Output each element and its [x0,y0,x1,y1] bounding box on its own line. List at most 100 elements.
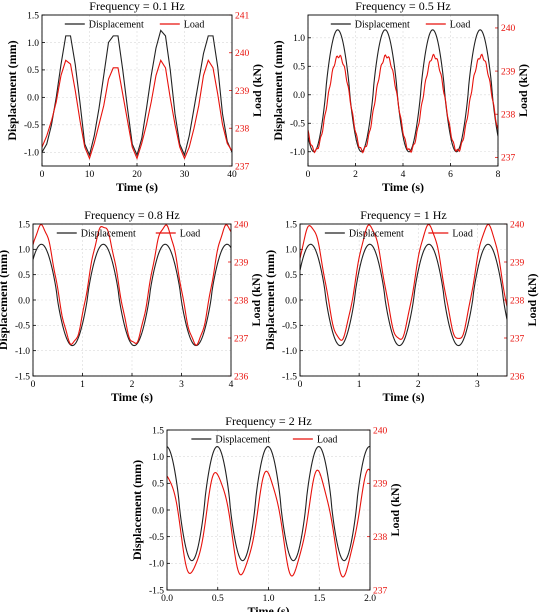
y2-tick-label: 238 [373,533,388,543]
y-tick-label: -0.5 [24,121,39,131]
y-tick-label: 0.0 [27,94,39,104]
x-tick-label: 8 [496,170,501,180]
x-axis-title: Time (s) [247,604,289,612]
y-tick-label: 0.0 [18,296,30,306]
y-tick-label: 0.5 [285,271,297,281]
x-axis-title: Time (s) [111,390,153,404]
y2-axis-title: Load (kN) [516,64,530,117]
y-tick-label: 0.5 [18,271,30,281]
y2-tick-label: 239 [501,67,516,77]
x-tick-label: 4 [229,380,234,390]
chart-panel-4: 0 1 2 3 -1.5 -1.0 -0.5 0.0 0.5 1.0 1.5 236 237 238 239… [263,208,539,404]
series-line-load [308,53,498,154]
y2-tick-label: 237 [373,586,388,596]
chart-title: Frequency = 1 Hz [360,208,446,222]
chart-panel-2: 0 2 4 6 8 -1.0 -0.5 0.0 0.5 1.0 237 238 239 240 Displa… [271,0,530,194]
x-tick-label: 6 [448,170,453,180]
legend-label-load: Load [317,435,338,446]
y2-tick-label: 241 [235,11,250,21]
y-tick-label: 0.5 [293,63,305,73]
y2-axis-title: Load (kN) [525,273,539,326]
chart-panel-3: 0 1 2 3 4 -1.5 -1.0 -0.5 0.0 0.5 1.0 1.5 236 237 238 23… [0,208,263,404]
y2-tick-label: 239 [235,87,250,97]
x-tick-label: 0 [31,380,36,390]
y2-tick-label: 236 [510,372,525,382]
y-tick-label: -1.0 [15,347,30,357]
x-tick-label: 2 [130,380,135,390]
x-tick-label: 30 [180,170,190,180]
y-tick-label: -1.0 [24,149,39,159]
x-tick-label: 10 [85,170,95,180]
series-line-displacement [308,29,498,153]
y-tick-label: -0.5 [290,120,305,130]
series-line-load [42,59,232,161]
x-tick-label: 1.0 [263,594,275,604]
x-tick-label: 0.0 [161,594,173,604]
y2-tick-label: 238 [510,296,525,306]
y2-tick-label: 240 [510,220,525,230]
x-tick-label: 1 [80,380,85,390]
x-tick-label: 40 [227,170,237,180]
y-tick-label: -1.0 [149,560,164,570]
x-tick-label: 0 [40,170,45,180]
y-tick-label: -1.0 [282,347,297,357]
series-line-displacement [33,243,231,347]
y-tick-label: 1.5 [18,220,30,230]
y2-tick-label: 237 [234,334,249,344]
y2-tick-label: 237 [235,162,250,172]
chart-panel-1: 0 10 20 30 40 -1.0 -0.5 0.0 0.5 1.0 1.5 237 238 239 24… [5,0,264,194]
y-axis-title: Displacement (mm) [130,460,144,560]
series-line-displacement [300,243,507,347]
chart-title: Frequency = 0.1 Hz [89,0,184,13]
plot-frame [41,14,233,167]
y2-tick-label: 239 [234,258,249,268]
x-tick-label: 0 [306,170,311,180]
y-tick-label: 1.0 [285,246,297,256]
y-tick-label: 1.0 [293,34,305,44]
x-tick-label: 3 [475,380,480,390]
y2-tick-label: 240 [501,24,516,34]
y-axis-title: Displacement (mm) [263,250,277,350]
x-tick-label: 2 [353,170,358,180]
chart-title: Frequency = 0.5 Hz [355,0,450,13]
plot-frame [166,429,371,591]
y2-tick-label: 238 [501,111,516,121]
chart-title: Frequency = 0.8 Hz [84,208,179,222]
chart-panel-5: 0.0 0.5 1.0 1.5 2.0 -1.5 -1.0 -0.5 0.0 0.5 1.0 1.5 2… [130,414,402,612]
x-tick-label: 0.5 [212,594,224,604]
x-axis-title: Time (s) [382,390,424,404]
y2-axis-title: Load (kN) [388,483,402,536]
series-line-displacement [167,445,370,562]
legend-label-load: Load [180,229,201,240]
y2-tick-label: 236 [234,372,249,382]
x-tick-label: 1 [357,380,362,390]
y2-tick-label: 239 [510,258,525,268]
y2-tick-label: 240 [235,49,250,59]
series-line-load [300,224,507,341]
y2-tick-label: 240 [234,220,249,230]
y2-axis-title: Load (kN) [250,64,264,117]
x-tick-label: 0 [298,380,303,390]
x-axis-title: Time (s) [116,180,158,194]
x-tick-label: 20 [132,170,142,180]
y-tick-label: -0.5 [149,533,164,543]
y-tick-label: -1.5 [282,372,297,382]
y-tick-label: 1.5 [285,220,297,230]
plot-frame [32,223,232,377]
y-axis-title: Displacement (mm) [5,40,19,140]
legend-label-displacement: Displacement [89,20,144,31]
x-tick-label: 1.5 [313,594,325,604]
legend-label-load: Load [184,20,205,31]
legend-label-displacement: Displacement [355,20,410,31]
y2-tick-label: 239 [373,480,388,490]
y-axis-title: Displacement (mm) [0,250,10,350]
y2-tick-label: 240 [373,426,388,436]
y-tick-label: 0.0 [293,91,305,101]
y2-tick-label: 237 [510,334,525,344]
x-tick-label: 2 [416,380,421,390]
y-tick-label: -0.5 [282,322,297,332]
y-tick-label: 0.5 [27,66,39,76]
y-tick-label: 1.0 [27,39,39,49]
y-axis-title: Displacement (mm) [271,40,285,140]
